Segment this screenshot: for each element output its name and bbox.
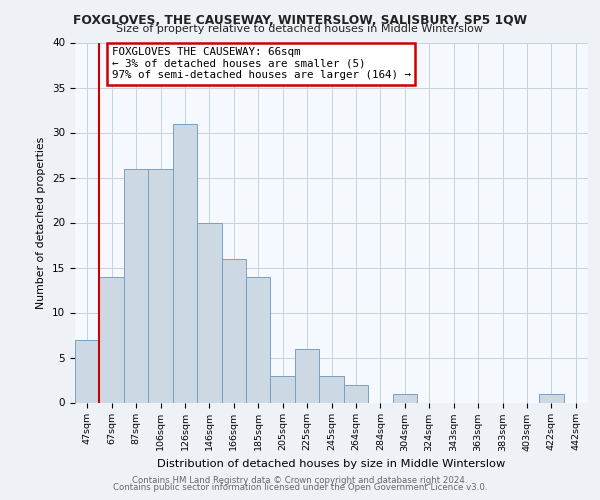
Bar: [246, 276, 271, 402]
Bar: [271, 376, 295, 402]
Text: FOXGLOVES, THE CAUSEWAY, WINTERSLOW, SALISBURY, SP5 1QW: FOXGLOVES, THE CAUSEWAY, WINTERSLOW, SAL…: [73, 14, 527, 27]
Bar: [75, 340, 100, 402]
Bar: [221, 258, 246, 402]
Text: Size of property relative to detached houses in Middle Winterslow: Size of property relative to detached ho…: [116, 24, 484, 34]
Bar: [197, 222, 221, 402]
X-axis label: Distribution of detached houses by size in Middle Winterslow: Distribution of detached houses by size …: [157, 459, 506, 469]
Text: Contains HM Land Registry data © Crown copyright and database right 2024.: Contains HM Land Registry data © Crown c…: [132, 476, 468, 485]
Bar: [173, 124, 197, 402]
Bar: [124, 168, 148, 402]
Bar: [539, 394, 563, 402]
Bar: [344, 384, 368, 402]
Text: Contains public sector information licensed under the Open Government Licence v3: Contains public sector information licen…: [113, 484, 487, 492]
Bar: [392, 394, 417, 402]
Bar: [319, 376, 344, 402]
Bar: [295, 348, 319, 403]
Bar: [148, 168, 173, 402]
Bar: [100, 276, 124, 402]
Y-axis label: Number of detached properties: Number of detached properties: [37, 136, 46, 308]
Text: FOXGLOVES THE CAUSEWAY: 66sqm
← 3% of detached houses are smaller (5)
97% of sem: FOXGLOVES THE CAUSEWAY: 66sqm ← 3% of de…: [112, 47, 410, 80]
